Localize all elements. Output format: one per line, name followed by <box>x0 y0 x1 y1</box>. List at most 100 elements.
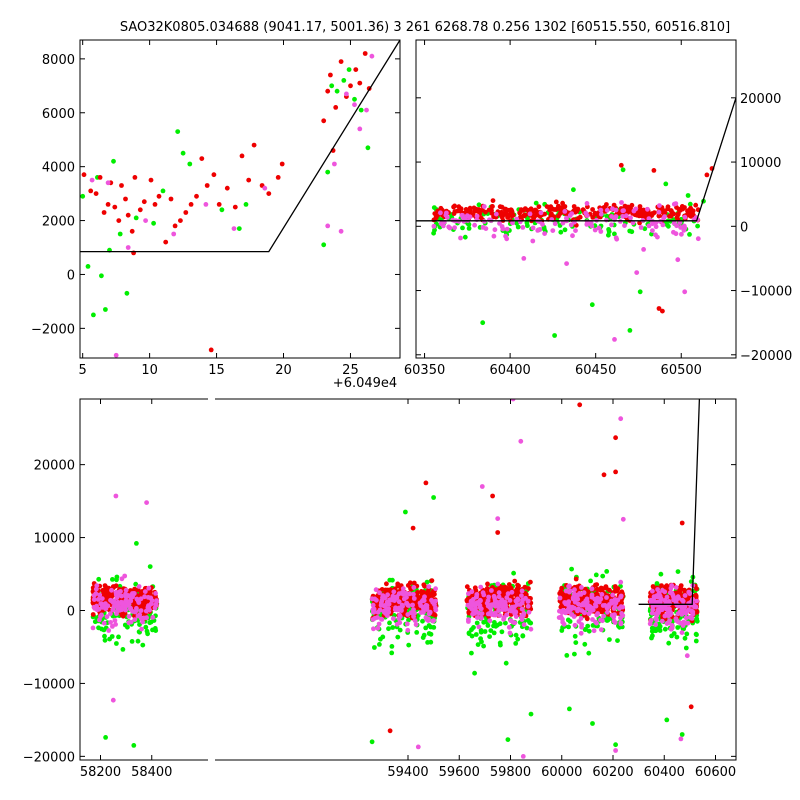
pink-point <box>682 214 688 220</box>
pink-point <box>604 217 609 223</box>
pink-point <box>489 612 495 617</box>
pink-point <box>654 610 660 616</box>
red-point <box>528 206 534 212</box>
pink-point <box>150 615 156 620</box>
pink-point <box>374 597 379 603</box>
red-point <box>464 209 470 215</box>
pink-point <box>496 594 502 600</box>
pink-point <box>483 226 489 232</box>
pink-point <box>110 607 116 613</box>
green-point <box>466 222 472 227</box>
pink-point <box>510 606 516 612</box>
y-tick-label: −10000 <box>740 285 792 300</box>
pink-point <box>387 597 393 603</box>
green-point <box>133 215 139 221</box>
pink-point <box>412 610 417 616</box>
green-point <box>604 569 610 574</box>
red-point <box>152 202 158 207</box>
red-point <box>148 177 154 183</box>
green-point <box>583 627 588 632</box>
model-line <box>80 40 400 253</box>
red-point <box>489 204 495 209</box>
green-point <box>683 645 689 651</box>
pink-point <box>676 595 682 601</box>
model-line <box>638 399 701 605</box>
pink-point <box>497 613 503 618</box>
red-point <box>415 594 421 599</box>
pink-point <box>653 622 659 628</box>
pink-point <box>373 587 379 593</box>
red-point <box>353 67 359 72</box>
pink-point <box>645 206 650 212</box>
green-point <box>657 624 663 629</box>
pink-point <box>612 604 618 610</box>
red-point <box>495 530 501 535</box>
pink-point <box>579 624 584 630</box>
pink-point <box>371 626 376 632</box>
red-point <box>483 209 488 215</box>
pink-point <box>584 599 590 605</box>
red-point <box>105 202 111 207</box>
green-point <box>675 569 681 574</box>
pink-point <box>119 600 125 606</box>
pink-point <box>130 609 135 614</box>
pink-point <box>379 616 384 622</box>
red-point <box>275 175 281 180</box>
pink-point <box>507 630 513 636</box>
pink-point <box>508 618 514 623</box>
pink-point <box>589 594 595 600</box>
pink-point <box>657 203 662 209</box>
red-point <box>421 589 426 595</box>
pink-point <box>138 596 144 602</box>
pink-point <box>476 624 482 630</box>
green-point <box>147 564 153 569</box>
pink-point <box>262 185 268 191</box>
pink-point <box>495 581 501 587</box>
red-point <box>577 402 583 408</box>
pink-point <box>458 235 463 241</box>
pink-point <box>394 595 400 601</box>
x-tick-label: 58200 <box>80 765 121 780</box>
pink-point <box>171 231 177 237</box>
axis-break-gap <box>208 757 215 763</box>
pink-point <box>537 227 543 232</box>
pink-point <box>564 215 569 221</box>
y-tick-label: −2000 <box>31 322 75 337</box>
pink-point <box>581 602 587 608</box>
green-point <box>586 650 592 656</box>
pink-point <box>669 623 675 628</box>
red-point <box>500 592 505 597</box>
pink-point <box>486 594 491 600</box>
green-point <box>389 650 395 656</box>
red-point <box>137 207 143 213</box>
pink-point <box>519 593 524 598</box>
red-point <box>88 188 94 194</box>
green-point <box>511 570 516 576</box>
green-point <box>129 639 135 644</box>
green-point <box>352 96 357 102</box>
green-point <box>687 232 692 237</box>
red-point <box>395 583 401 589</box>
pink-point <box>381 603 387 609</box>
red-point <box>141 199 147 205</box>
green-point <box>566 624 571 630</box>
x-tick-label: 60450 <box>575 363 616 378</box>
green-point <box>431 495 436 500</box>
green-point <box>606 227 611 232</box>
pink-point <box>686 589 692 595</box>
pink-point <box>679 231 684 237</box>
pink-point <box>472 222 477 228</box>
green-point <box>482 629 488 634</box>
red-point <box>509 207 514 213</box>
pink-point <box>666 613 672 619</box>
pink-point <box>474 594 479 600</box>
pink-point <box>332 161 337 167</box>
red-point <box>509 213 515 219</box>
red-point <box>573 207 578 212</box>
x-offset-label: +6.049e4 <box>333 376 397 391</box>
green-point <box>593 572 599 578</box>
pink-point <box>658 596 664 602</box>
green-point <box>649 625 655 631</box>
pink-point <box>512 620 518 626</box>
pink-point <box>675 619 681 625</box>
